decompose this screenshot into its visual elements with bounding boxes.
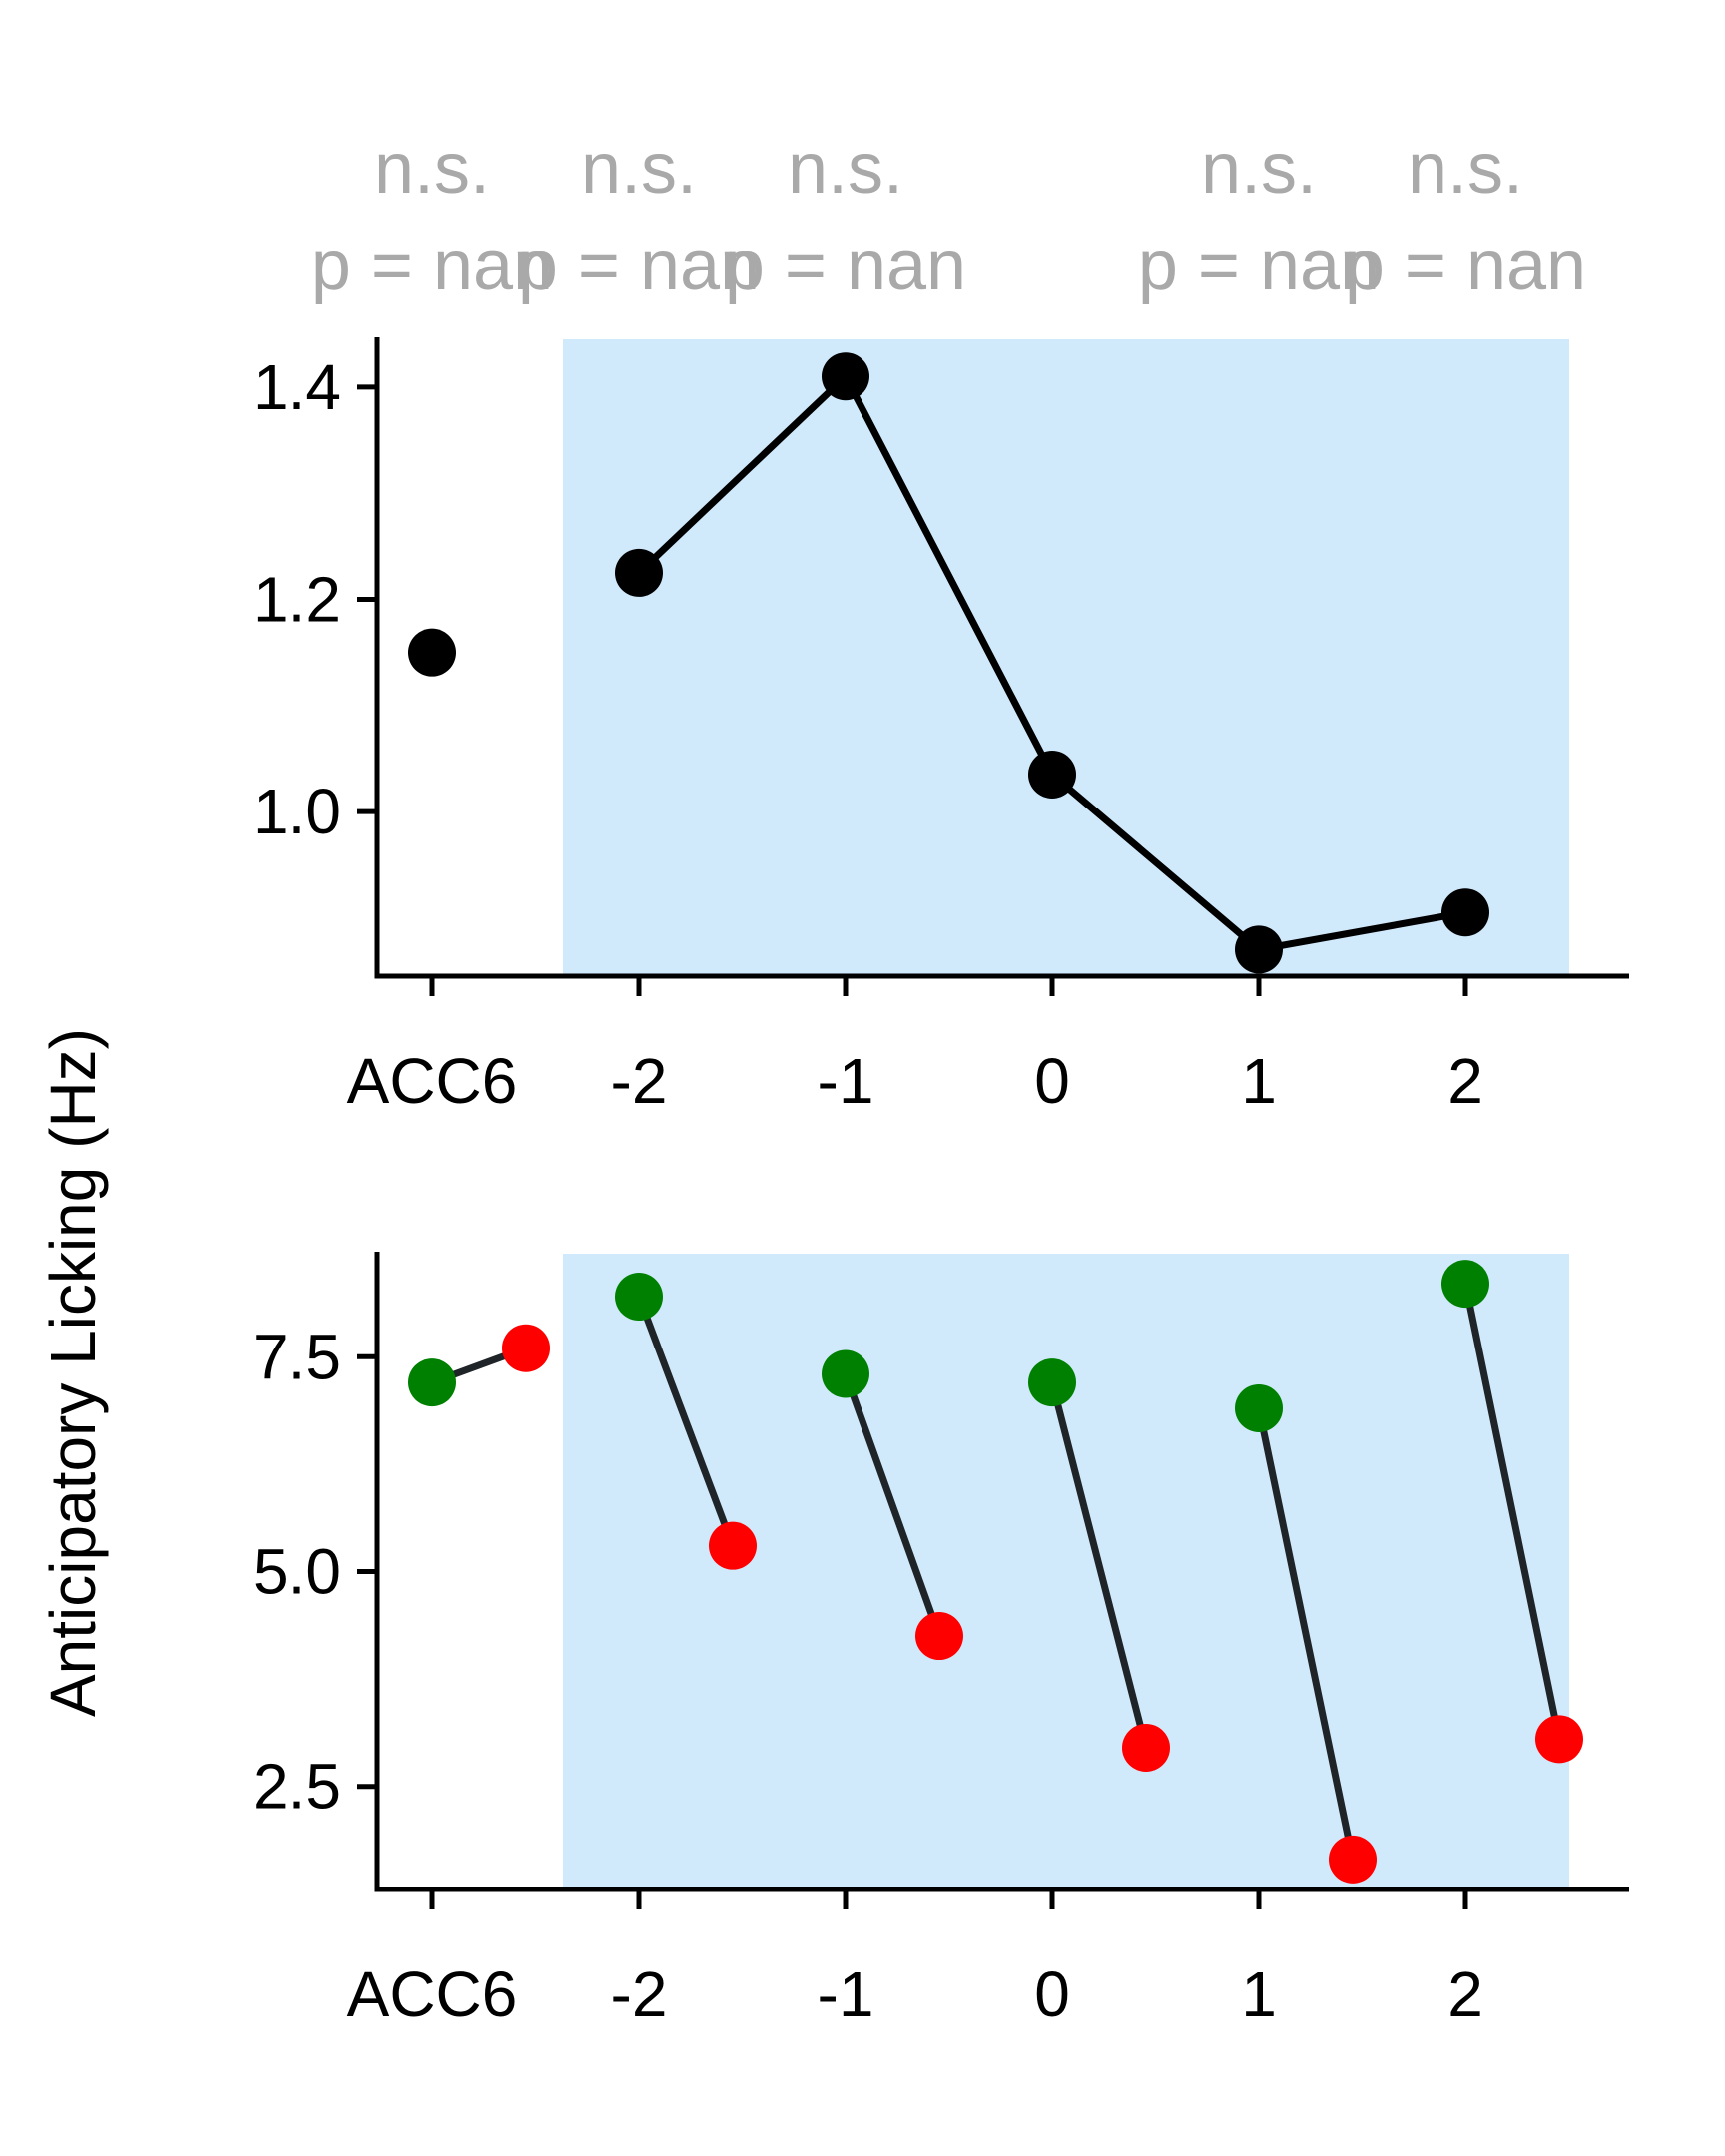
significance-label: n.s. — [1408, 129, 1523, 209]
p-value-label: p = nan — [1345, 226, 1586, 305]
pair-connector — [1048, 1381, 1150, 1749]
x-tick-label: 0 — [1034, 1045, 1070, 1117]
p-value-label: p = nan — [725, 226, 966, 305]
x-tick-label: 1 — [1241, 1045, 1277, 1117]
data-point-red — [915, 1612, 963, 1661]
y-tick-label: 1.2 — [253, 564, 341, 636]
x-tick-label: -2 — [611, 1958, 668, 2030]
data-point-red — [1535, 1715, 1583, 1764]
x-tick-label: -2 — [611, 1045, 668, 1117]
x-tick-label: ACC6 — [347, 1045, 518, 1117]
x-tick-label: 1 — [1241, 1958, 1277, 2030]
x-tick-label: 2 — [1447, 1958, 1483, 2030]
data-point-green — [1028, 1358, 1076, 1407]
data-point-red — [1329, 1835, 1377, 1884]
y-tick-label: 1.4 — [253, 351, 341, 423]
y-tick-label: 1.0 — [253, 776, 341, 847]
significance-label: n.s. — [1201, 129, 1317, 209]
data-point — [1028, 750, 1076, 799]
data-point — [1235, 925, 1283, 974]
significance-annotations: n.s. p = nan n.s. p = nan n.s. p = nan n.s. p =… — [311, 129, 1586, 305]
significance-label: n.s. — [374, 129, 490, 209]
significance-label: n.s. — [788, 129, 903, 209]
pair-connector — [842, 1372, 943, 1638]
x-tick-label: 2 — [1447, 1045, 1483, 1117]
bottom-panel-paired-scatter: 2.5 5.0 7.5 ACC6 -2 -1 0 1 2 — [253, 1252, 1629, 2030]
pair-connector — [635, 1295, 737, 1547]
p-value-label: p = nan — [311, 226, 553, 305]
data-point — [1441, 888, 1489, 937]
data-point — [615, 548, 663, 597]
shaded-region — [563, 339, 1569, 976]
data-point — [408, 628, 456, 677]
x-tick-label: ACC6 — [347, 1958, 518, 2030]
top-panel-line-chart: 1.0 1.2 1.4 ACC6 -2 -1 0 1 2 — [253, 337, 1629, 1117]
data-point-red — [502, 1324, 550, 1372]
data-point-green — [408, 1358, 456, 1407]
data-point-green — [615, 1273, 663, 1322]
x-tick-label: 0 — [1034, 1958, 1070, 2030]
y-tick-label: 7.5 — [253, 1321, 341, 1392]
data-point-green — [1441, 1260, 1489, 1309]
data-point-red — [709, 1521, 757, 1570]
data-point-green — [822, 1349, 869, 1398]
data-point — [822, 352, 869, 401]
x-tick-label: -1 — [818, 1958, 874, 2030]
significance-label: n.s. — [581, 129, 697, 209]
p-value-label: p = nan — [518, 226, 760, 305]
data-point-red — [1122, 1723, 1170, 1772]
p-value-label: p = nan — [1138, 226, 1380, 305]
y-tick-label: 2.5 — [253, 1751, 341, 1823]
x-tick-label: -1 — [818, 1045, 874, 1117]
y-tick-label: 5.0 — [253, 1536, 341, 1608]
shaded-region — [563, 1254, 1569, 1889]
pair-connector — [1461, 1283, 1563, 1741]
data-point-green — [1235, 1383, 1283, 1432]
pair-connector — [1255, 1407, 1357, 1861]
y-axis-label: Anticipatory Licking (Hz) — [37, 1028, 109, 1717]
